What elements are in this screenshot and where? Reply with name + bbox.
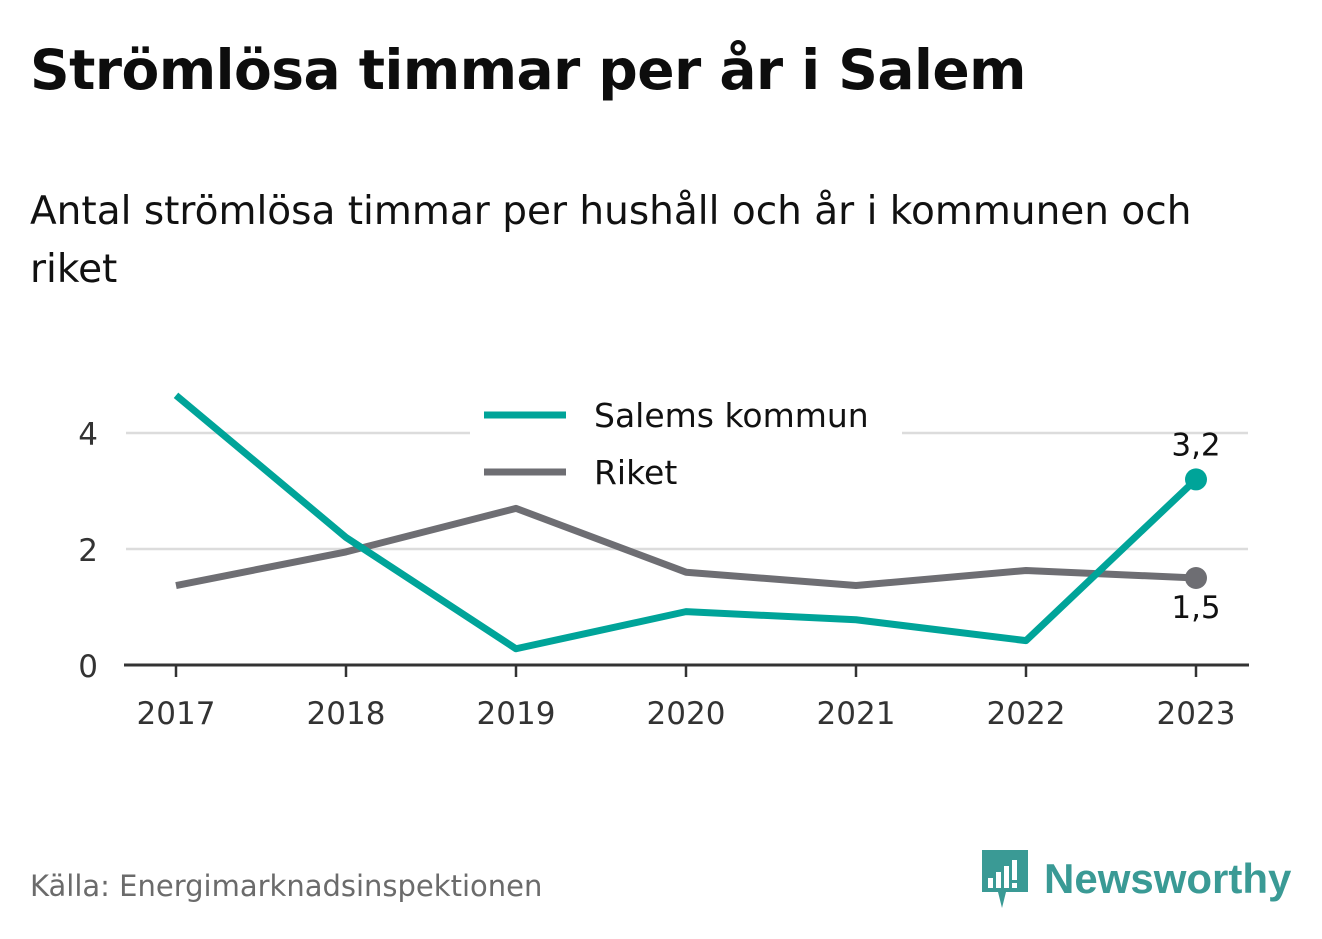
end-value-label: 1,5 — [1171, 590, 1220, 626]
legend-background — [470, 390, 902, 500]
x-tick-label: 2021 — [817, 696, 896, 732]
x-tick-label: 2019 — [477, 696, 556, 732]
x-tick-label: 2017 — [137, 696, 216, 732]
legend-label: Salems kommun — [594, 396, 869, 435]
newsworthy-logo-icon — [982, 850, 1028, 908]
series-line-riket — [175, 504, 1197, 590]
x-tick-label: 2020 — [647, 696, 726, 732]
source-note: Källa: Energimarknadsinspektionen — [30, 869, 543, 903]
end-point-marker — [1185, 468, 1207, 491]
x-tick-label: 2018 — [307, 696, 386, 732]
brand-logo: Newsworthy — [980, 848, 1291, 910]
series-line-salems-kommun — [173, 392, 1199, 653]
end-value-label: 3,2 — [1171, 427, 1220, 463]
x-tick-label: 2023 — [1157, 696, 1236, 732]
y-tick-label: 0 — [78, 649, 98, 685]
x-tick-label: 2022 — [987, 696, 1066, 732]
end-point-marker — [1185, 567, 1207, 589]
chart-title: Strömlösa timmar per år i Salem — [30, 38, 1026, 102]
legend-label: Riket — [594, 453, 677, 492]
y-tick-label: 2 — [78, 533, 98, 569]
brand-name: Newsworthy — [1044, 855, 1292, 902]
chart-subtitle: Antal strömlösa timmar per hushåll och å… — [30, 189, 1192, 292]
y-tick-label: 4 — [78, 417, 98, 453]
